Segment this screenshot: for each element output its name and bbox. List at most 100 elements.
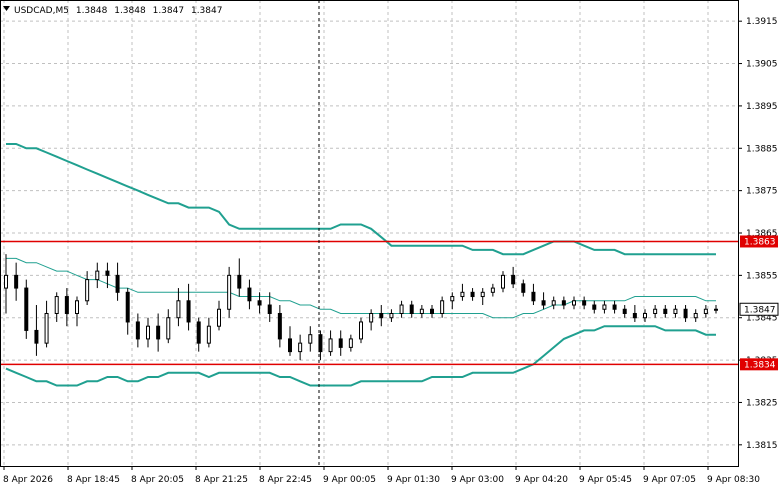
candle [95,262,100,289]
x-tick-label: 8 Apr 20:05 [131,475,184,485]
candle [186,283,191,331]
candle [166,309,171,344]
candle-body [217,308,221,327]
y-tick-label: 1.3895 [746,102,778,112]
current-price-label: 1.3847 [744,305,776,315]
level-price-label: 1.3834 [744,360,776,370]
x-tick-label: 9 Apr 05:45 [579,475,632,485]
candle [34,305,39,356]
x-axis: 8 Apr 2026 8 Apr 18:45 8 Apr 20:05 8 Apr 21… [3,466,760,485]
candle [653,305,658,318]
candle-body [277,312,282,340]
candle [247,279,252,310]
candle-body [501,274,505,289]
candle [4,254,8,314]
candle [389,309,394,322]
candle [409,300,414,318]
triangle-down-icon[interactable] [3,6,10,11]
candle [531,283,536,306]
candle [328,330,333,356]
candle [450,292,455,310]
x-tick-label: 9 Apr 00:05 [323,475,376,485]
y-tick-label: 1.3875 [746,187,778,197]
candle-body [379,312,384,319]
candle [419,305,424,318]
candle [399,300,404,318]
ohlc-high: 1.3848 [114,6,146,16]
candle [511,266,516,289]
svg-text:USDCAD,M5 1.3848 1: USDCAD,M5 1.3848 1.3848 1.3847 1.3847 [14,6,222,16]
y-tick-label: 1.3865 [746,229,778,239]
candle-body [572,300,576,306]
candle-body [237,274,242,289]
y-axis: 1.39151.39051.38951.38851.38751.38651.38… [738,17,779,451]
candle-body [196,321,201,344]
x-tick-label: 8 Apr 22:45 [259,475,312,485]
candle-body [105,270,110,276]
candle-body [115,274,120,293]
candle [176,288,181,327]
candle-body [54,296,59,314]
candle [683,305,688,322]
y-tick-label: 1.3825 [746,398,778,408]
symbol-label: USDCAD,M5 [14,6,69,16]
candle-body [663,308,668,314]
candle [602,300,607,314]
candle-body [460,291,465,298]
candle-body [440,300,445,314]
candle-body [389,312,394,319]
candle-body [348,338,353,348]
candle [135,313,140,348]
candle-body [24,287,29,331]
candle [237,258,242,297]
candle [206,317,211,348]
candle [196,317,201,352]
candle [490,283,495,297]
x-tick-label: 8 Apr 2026 [3,475,53,485]
candle-body [257,300,262,306]
candle-body [338,338,343,348]
candle [480,288,485,306]
candle [663,305,668,318]
bollinger-lower-line [5,325,716,387]
horizontal-levels [0,240,738,366]
candle-body [14,274,19,289]
bollinger-bands [5,143,716,387]
x-tick-label: 9 Apr 07:05 [643,475,696,485]
x-tick-label: 8 Apr 18:45 [67,475,120,485]
candle [54,292,59,322]
candle-body [95,270,100,281]
candle-body [490,287,495,293]
candle-body [511,274,516,285]
candle-body [64,296,69,314]
candle [156,313,161,352]
candle-body [44,312,49,344]
candle [257,292,262,314]
candle-body [247,287,252,302]
candle [44,300,49,348]
candle-body [75,300,79,314]
ohlc-close: 1.3847 [191,6,223,16]
candle-body [653,308,658,314]
candle-body [683,308,688,319]
candle-body [531,291,536,302]
candle [693,309,698,322]
candle [521,279,526,297]
candles [4,254,718,361]
y-tick-label: 1.3845 [746,314,778,324]
x-tick-label: 9 Apr 08:30 [707,475,760,485]
candle-body [409,304,414,314]
candle [348,334,353,352]
candle-body [582,300,587,306]
candle-body [632,312,637,319]
candle-body [4,274,8,289]
level-price-label: 1.3863 [744,237,776,247]
candle [714,305,718,314]
candle-body [298,342,303,353]
bollinger-middle-line [6,257,716,319]
candle-body [612,304,617,310]
candle [572,296,576,310]
candle [440,296,445,318]
candle-body [541,300,546,306]
